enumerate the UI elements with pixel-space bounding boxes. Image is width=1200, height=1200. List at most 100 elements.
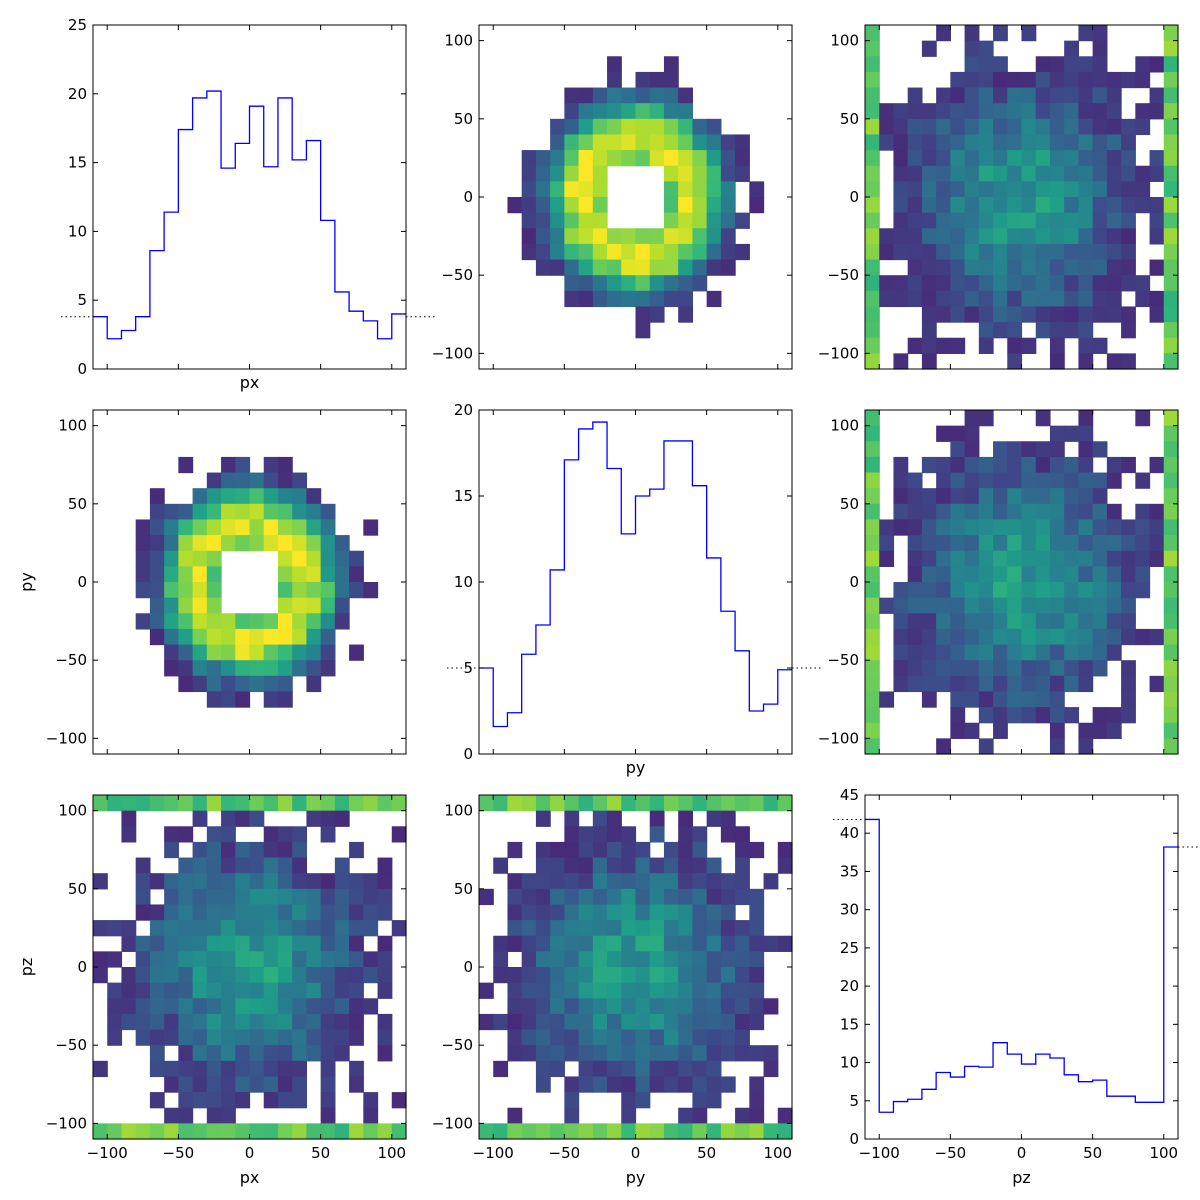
heatmap-cell [592,951,608,968]
heatmap-cell [621,103,637,120]
heatmap-cell [964,628,980,646]
heatmap-cell [507,1045,523,1062]
heatmap-cell [306,1123,322,1140]
heatmap-cell [1135,56,1151,73]
heatmap-cell [692,118,708,136]
heatmap-cell [292,582,308,599]
heatmap-cell [334,582,350,599]
heatmap-cell [893,212,909,229]
heatmap-cell [93,951,108,968]
heatmap-cell [1163,40,1179,57]
heatmap-cell [964,259,980,276]
heatmap-cell [221,503,236,521]
heatmap-cell [349,582,364,599]
heatmap-cell [1021,456,1037,474]
heatmap-cell [893,150,909,167]
heatmap-cell [263,1076,279,1093]
heatmap-cell [1121,628,1136,646]
heatmap-cell [349,998,364,1015]
heatmap-cell [964,582,980,599]
heatmap-cell [535,998,551,1015]
heatmap-cell [1163,197,1179,214]
heatmap-cell [607,1045,622,1062]
heatmap-cell [950,290,966,308]
heatmap-cell [277,826,293,843]
heatmap-cell [993,259,1008,276]
heatmap-cell [950,425,966,442]
heatmap-cell [720,1045,736,1062]
heatmap-cell [936,150,951,167]
heatmap-cell [964,535,980,552]
heatmap-cell [235,503,251,521]
heatmap-cell [149,904,165,921]
heatmap-cell [950,456,966,474]
y-tick-label: −50 [441,266,473,284]
heatmap-cell [249,535,265,552]
heatmap-cell [263,613,279,630]
heatmap-cell [479,982,494,999]
heatmap-cell [907,597,923,614]
heatmap-cell [865,456,880,474]
heatmap-cell [1135,566,1151,583]
heatmap-cell [1049,87,1065,104]
heatmap-cell [978,535,994,552]
heatmap-cell [649,1060,665,1078]
heatmap-cell [263,1123,279,1140]
heatmap-cell [921,628,937,646]
heatmap-cell [1092,228,1108,245]
x-tick-label: 50 [697,1144,716,1162]
heatmap-cell [735,873,750,890]
heatmap-cell [921,503,937,521]
heatmap-cell [164,582,179,599]
heatmap-cell [592,1076,608,1093]
heatmap-cell [964,275,980,292]
heatmap-cell [292,503,308,521]
heatmap-cell [936,134,951,151]
heatmap-cell [550,1013,565,1031]
heatmap-cell [235,472,251,489]
heatmap-cell [1021,103,1037,120]
heatmap-cell [164,998,179,1015]
heatmap-cell [349,550,364,567]
heatmap-cell [164,904,179,921]
heatmap-cell [706,904,722,921]
heatmap-cell [936,644,951,661]
heatmap-cell [206,597,222,614]
heatmap-cell [1163,103,1179,120]
heatmap-cell [249,1045,265,1062]
heatmap-cell [1049,597,1065,614]
heatmap-cell [592,87,608,104]
heatmap-cell [1135,410,1151,427]
heatmap-cell [1078,25,1094,42]
heatmap-cell [107,920,123,937]
heatmap-cell [649,87,665,104]
heatmap-cell [964,456,980,474]
heatmap-cell [706,810,722,827]
heatmap-cell [706,181,722,198]
heatmap-cell [306,967,322,984]
heatmap-cell [507,1107,523,1124]
heatmap-cell [865,306,880,323]
heatmap-cell [1007,337,1023,354]
heatmap-cell [907,103,923,120]
heatmap-cell [521,1123,537,1140]
heatmap-cell [235,967,251,984]
heatmap-cell [277,519,293,536]
heatmap-cell [993,243,1008,261]
heatmap-cell [121,967,137,984]
heatmap-cell [550,920,565,937]
heatmap-cell [1078,519,1094,536]
heatmap-cell [564,998,580,1015]
heatmap-cell [235,951,251,968]
heatmap-cell [735,888,750,906]
heatmap-cell [507,795,523,812]
heatmap-cell [950,259,966,276]
x-axis-label: px [240,373,260,392]
heatmap-cell [692,1092,708,1109]
heatmap-cell [964,425,980,442]
heatmap-cell [735,841,750,859]
heatmap-cell [535,795,551,812]
y-tick-label: 100 [58,417,87,435]
heatmap-cell [1035,613,1051,630]
heatmap-cell [692,275,708,292]
